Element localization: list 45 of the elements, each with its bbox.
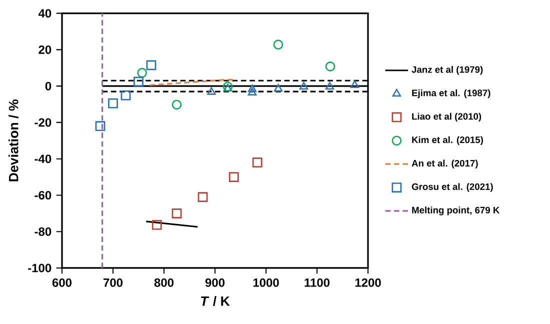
legend-label: An et al. (2017)	[412, 160, 478, 168]
legend-label: Melting point, 679 K	[412, 206, 500, 216]
point	[108, 98, 118, 108]
legend-label: Liao et al (2010)	[412, 112, 482, 122]
point	[350, 80, 360, 88]
point	[172, 208, 182, 218]
y-tick-label: -100	[28, 264, 52, 272]
x-tick-label: 600	[52, 278, 72, 287]
x-tick-label: 1100	[304, 278, 330, 287]
y-tick-label: 20	[38, 45, 52, 54]
point	[134, 76, 144, 87]
point	[172, 100, 182, 110]
x-tick-label: 1200	[355, 278, 381, 287]
x-tick-label: 1000	[253, 278, 279, 287]
y-tick-label: -40	[34, 154, 52, 164]
legend-label: Ejima et al. (1987)	[412, 89, 490, 98]
y-axis-title: Deviation / %	[8, 100, 18, 182]
point	[228, 172, 239, 182]
y-tick-label: -80	[34, 227, 52, 236]
point	[252, 158, 262, 168]
y-tick-label: 0	[45, 82, 52, 90]
point	[146, 60, 156, 70]
x-tick-label: 800	[154, 278, 174, 287]
legend-label: Grosu et al. (2021)	[412, 183, 493, 192]
point	[120, 90, 131, 100]
point	[273, 40, 284, 50]
y-tick-label: 40	[38, 9, 52, 18]
x-tick-label: 700	[104, 278, 123, 287]
point	[299, 82, 308, 90]
point	[325, 62, 336, 72]
y-tick-label: -20	[34, 118, 52, 127]
point	[198, 192, 208, 202]
point	[325, 82, 334, 90]
y-tick-label: -60	[34, 190, 52, 200]
point	[248, 88, 257, 96]
point	[207, 87, 216, 95]
legend-label: Kim et al. (2015)	[412, 136, 483, 145]
point	[95, 121, 106, 132]
point	[137, 68, 148, 78]
x-axis-title: T / K	[201, 296, 230, 306]
legend-label: Janz et al (1979)	[412, 66, 483, 75]
x-tick-label: 900	[205, 278, 225, 287]
point	[274, 84, 283, 92]
point	[248, 84, 257, 92]
point	[152, 220, 162, 230]
